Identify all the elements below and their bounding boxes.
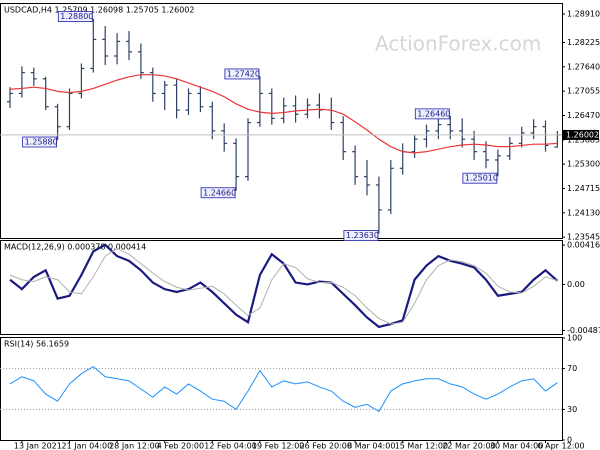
x-tick-label: 4 Feb 20:00	[157, 442, 204, 450]
x-tick-label: 26 Feb 20:00	[300, 442, 352, 450]
y-tick-label: 1.27640	[567, 62, 600, 71]
x-tick-label: 6 Apr 12:00	[538, 442, 585, 450]
price-panel	[0, 3, 563, 239]
indicator-line	[9, 365, 558, 413]
x-tick-label: 12 Feb 04:00	[204, 442, 256, 450]
y-tick-label: -0.004871	[567, 326, 600, 335]
annotation-label: 1.26460	[417, 109, 450, 118]
y-tick-label: 1.23545	[567, 233, 600, 242]
y-tick-label: 1.24130	[567, 208, 600, 217]
moving-average	[9, 74, 558, 154]
x-tick-label: 30 Mar 04:00	[490, 442, 543, 450]
x-tick-label: 15 Mar 12:00	[395, 442, 448, 450]
annotation-box	[414, 108, 450, 120]
current-price-label: 1.26002	[566, 130, 599, 139]
y-tick-label: 70	[567, 364, 577, 373]
y-tick-label: 1.28225	[567, 38, 600, 47]
x-tick-label: 19 Feb 12:00	[252, 442, 304, 450]
indicator-line	[9, 247, 558, 325]
x-tick-label: 13 Jan 2021	[14, 442, 62, 450]
y-tick-label: 1.28910	[567, 9, 600, 18]
rsi-title: RSI(14) 56.1659	[4, 340, 69, 349]
annotation-label: 1.25010	[465, 174, 498, 183]
y-tick-label: 30	[567, 405, 577, 414]
annotation-box	[22, 136, 58, 148]
annotation-box	[200, 187, 236, 199]
annotation-label: 1.23630	[346, 231, 379, 240]
annotation-box	[224, 68, 260, 80]
macd-panel	[0, 240, 563, 335]
rsi-panel	[0, 337, 563, 441]
annotation-box	[343, 230, 379, 241]
annotation-label: 1.25880	[25, 138, 58, 147]
x-tick-label: 22 Mar 20:00	[442, 442, 495, 450]
y-tick-label: 1.25300	[567, 160, 600, 169]
y-tick-label: 1.24715	[567, 184, 600, 193]
annotation-box	[57, 11, 93, 22]
chart-title: USDCAD,H4 1.25709 1.26098 1.25705 1.2600…	[4, 6, 194, 15]
macd-title: MACD(12,26,9) 0.000378 0.000414	[4, 243, 146, 252]
y-tick-label: 1.26470	[567, 111, 600, 120]
y-tick-label: 1.27055	[567, 87, 600, 96]
annotation-label: 1.27420	[227, 69, 260, 78]
current-price-box	[563, 129, 599, 140]
x-tick-label: 28 Jan 12:00	[109, 442, 160, 450]
y-tick-label: 0	[567, 436, 572, 445]
annotation-label: 1.28800	[60, 12, 93, 21]
annotation-label: 1.24660	[203, 188, 236, 197]
annotation-box	[462, 172, 498, 184]
y-tick-label: 100	[567, 334, 582, 343]
watermark: ActionForex.com	[375, 32, 541, 56]
x-tick-label: 21 Jan 04:00	[62, 442, 113, 450]
y-tick-label: 0.00	[567, 280, 585, 289]
x-tick-label: 8 Mar 04:00	[347, 442, 395, 450]
